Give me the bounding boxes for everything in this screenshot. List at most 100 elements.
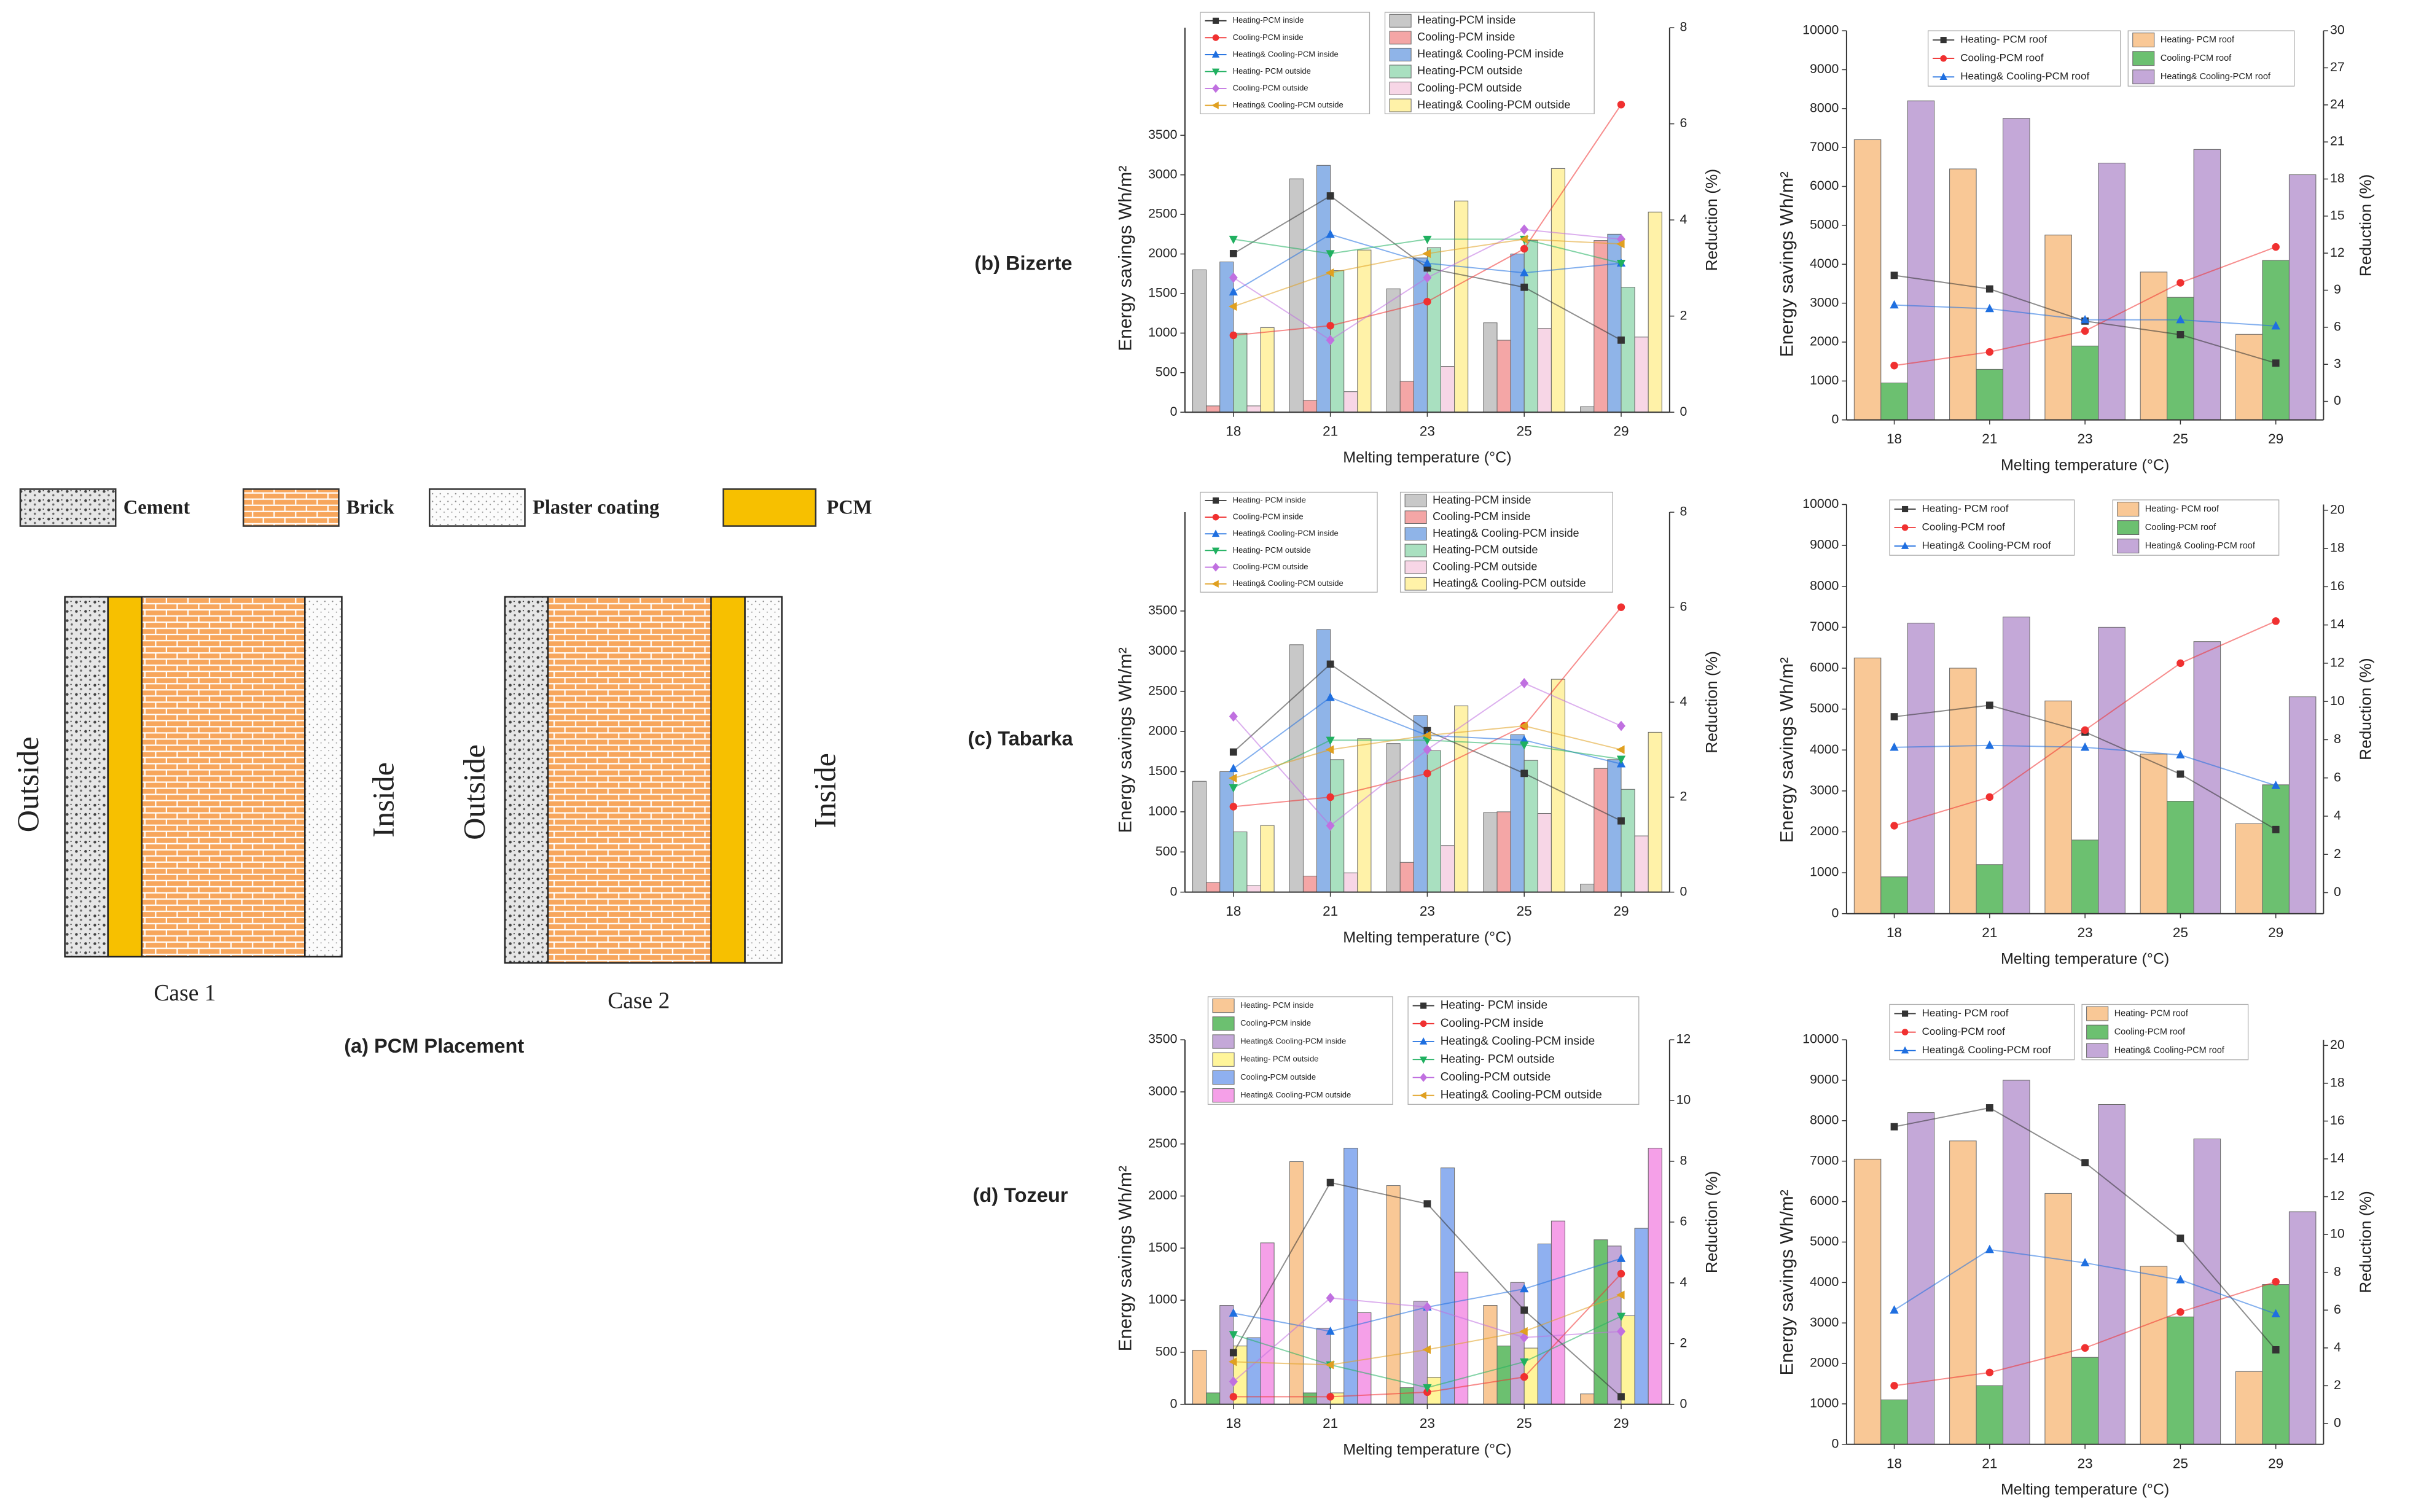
bar (2167, 801, 2194, 914)
point (1423, 297, 1431, 306)
bar (1483, 1305, 1498, 1405)
point (1423, 235, 1432, 244)
y-tick-label: 2500 (1148, 206, 1177, 221)
bar (1343, 872, 1358, 893)
point (1890, 1305, 1899, 1314)
bar (1440, 1167, 1455, 1405)
legend-marker (1212, 497, 1219, 504)
legend: Heating-PCM inside Cooling-PCM inside Heat… (1200, 12, 1371, 114)
y2-tick-label: 0 (1680, 404, 1688, 419)
y-tick-label: 3500 (1148, 1032, 1177, 1046)
legend-label: Heating& Cooling-PCM inside (1233, 49, 1339, 58)
point (1890, 1382, 1898, 1390)
point (1326, 660, 1334, 668)
legend-marker (1212, 84, 1220, 93)
x-axis-label: Melting temperature (°C) (2001, 1481, 2169, 1498)
point (1229, 1393, 1238, 1401)
y2-tick-label: 6 (2334, 319, 2341, 334)
point (1326, 322, 1334, 330)
legend-label: Cement (123, 496, 190, 518)
point (2176, 1234, 2184, 1242)
legend-swatch (1404, 577, 1427, 591)
bar (2140, 754, 2168, 914)
y2-tick-label: 15 (2330, 208, 2345, 222)
legend-label: Cooling-PCM roof (1922, 521, 2006, 533)
bar (1594, 768, 1608, 893)
bar (1976, 1385, 2004, 1445)
y-tick-label: 3000 (1148, 166, 1177, 181)
y-tick-label: 7000 (1810, 1153, 1839, 1167)
point (1326, 820, 1335, 831)
point (1326, 1393, 1334, 1401)
bar (1357, 738, 1372, 893)
y-tick-label: 0 (1832, 1436, 1839, 1451)
point (2081, 1159, 2089, 1167)
case-1-wall (64, 596, 343, 958)
point (1422, 249, 1431, 259)
y-tick-label: 2500 (1148, 683, 1177, 698)
legend-label: Heating& Cooling-PCM roof (2114, 1045, 2225, 1055)
bar (1907, 623, 1935, 914)
bar (2044, 700, 2072, 914)
y2-tick-label: 10 (2330, 1226, 2345, 1241)
legend-swatch (1212, 998, 1235, 1013)
y-axis-label: Energy savings Wh/m² (1777, 171, 1797, 357)
x-axis-label: Melting temperature (°C) (2001, 950, 2169, 967)
y-tick-label: 4000 (1810, 742, 1839, 757)
pcm-swatch (722, 488, 817, 527)
brick-layer (547, 596, 712, 964)
bar (2003, 118, 2030, 421)
y-axis-label: Energy savings Wh/m² (1116, 166, 1136, 351)
point (1616, 1253, 1626, 1262)
point (1229, 1376, 1238, 1387)
point (2081, 726, 2089, 735)
point (1520, 1306, 1528, 1314)
point (1520, 283, 1528, 291)
y2-tick-label: 3 (2334, 356, 2341, 371)
pcm-layer (107, 596, 143, 958)
legend-label: Heating& Cooling-PCM outside (1417, 98, 1570, 111)
plaster-layer (304, 596, 343, 958)
legend-marker (1420, 1073, 1428, 1082)
bar (1496, 1346, 1511, 1405)
bar (1634, 1228, 1649, 1405)
point (1890, 271, 1898, 279)
y2-tick-label: 12 (1676, 1032, 1691, 1046)
point (1229, 748, 1237, 756)
bar (1880, 876, 1908, 914)
plaster-swatch (428, 488, 526, 527)
bar (2071, 1357, 2099, 1445)
point (1422, 731, 1431, 740)
point (1616, 260, 1626, 268)
legend-marker (1901, 542, 1909, 549)
y2-axis-label: Reduction (%) (2356, 658, 2374, 760)
bar (1880, 1399, 1908, 1445)
legend-box (1200, 491, 1378, 593)
y-tick-label: 2000 (1810, 334, 1839, 349)
legend-label: Heating- PCM roof (1922, 503, 2009, 515)
point (1326, 692, 1335, 701)
legend-box (2127, 30, 2295, 87)
legend-swatch (1404, 527, 1427, 541)
bar (1246, 405, 1261, 413)
legend-swatch (2086, 1006, 2109, 1021)
bar (1949, 668, 1977, 914)
bar (1510, 1282, 1525, 1405)
y2-tick-label: 0 (2334, 884, 2341, 899)
y2-axis-label: Reduction (%) (2356, 174, 2374, 277)
y-tick-label: 3000 (1148, 1084, 1177, 1099)
bar (1440, 366, 1455, 413)
point (1326, 793, 1334, 801)
point (1520, 1358, 1529, 1367)
legend-label: Cooling-PCM outside (1233, 562, 1308, 571)
point (2081, 327, 2089, 335)
pcm-diagram: Cement Brick Plaster coating PCM Outside… (10, 488, 872, 1057)
bar (2044, 235, 2072, 421)
point (2080, 742, 2090, 751)
point (1229, 250, 1237, 257)
point (1520, 741, 1529, 750)
chart: 0 500 1000 1500 2000 2500 3000 3500 0 2 4 6 8 18 21 23 2… (1116, 491, 1721, 946)
x-tick-label: 25 (2173, 925, 2188, 940)
x-axis-label: Melting temperature (°C) (1343, 449, 1511, 466)
legend-label: Heating& Cooling-PCM roof (1922, 540, 2051, 551)
